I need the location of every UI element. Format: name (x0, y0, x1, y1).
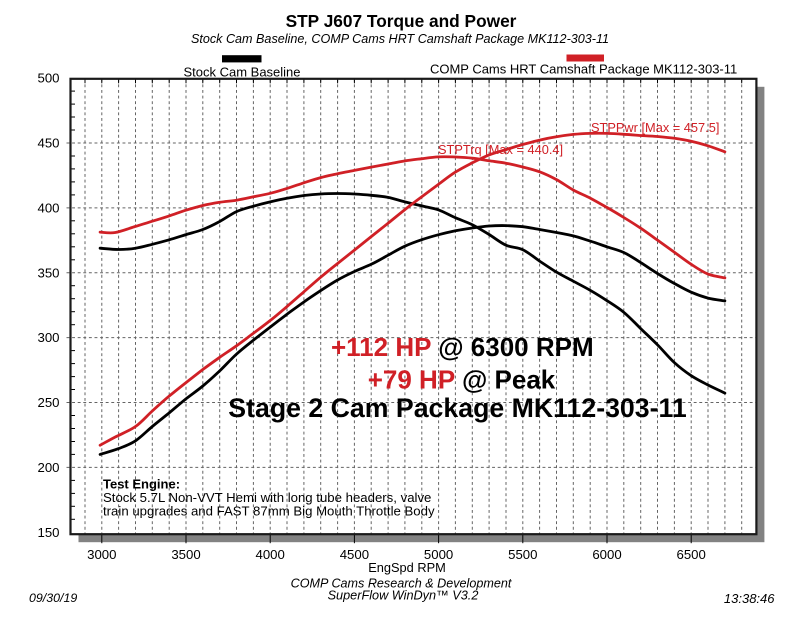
svg-text:COMP Cams Research & Developme: COMP Cams Research & Development (291, 577, 512, 591)
svg-text:5000: 5000 (424, 547, 453, 562)
svg-text:SuperFlow WinDyn™ V3.2: SuperFlow WinDyn™ V3.2 (328, 589, 479, 603)
svg-text:3500: 3500 (171, 547, 200, 562)
svg-text:4000: 4000 (256, 547, 285, 562)
svg-text:Stage 2 Cam Package MK112-303-: Stage 2 Cam Package MK112-303-11 (228, 393, 687, 423)
svg-text:150: 150 (37, 525, 59, 540)
svg-text:+112 HP @ 6300 RPM: +112 HP @ 6300 RPM (331, 332, 594, 362)
svg-text:6500: 6500 (677, 547, 706, 562)
svg-text:13:38:46: 13:38:46 (724, 591, 775, 606)
svg-text:STPTrq [Max = 440.4]: STPTrq [Max = 440.4] (438, 142, 563, 157)
svg-text:Stock Cam Baseline: Stock Cam Baseline (183, 65, 300, 80)
svg-text:400: 400 (37, 201, 59, 216)
svg-text:5500: 5500 (508, 547, 537, 562)
svg-text:200: 200 (37, 460, 59, 475)
svg-text:250: 250 (37, 395, 59, 410)
svg-text:6000: 6000 (592, 547, 621, 562)
svg-text:500: 500 (37, 71, 59, 86)
svg-text:09/30/19: 09/30/19 (29, 591, 77, 605)
svg-text:450: 450 (37, 136, 59, 151)
svg-text:Stock Cam Baseline, COMP Cams: Stock Cam Baseline, COMP Cams HRT Camsha… (191, 32, 609, 46)
svg-text:STPPwr [Max = 457.5]: STPPwr [Max = 457.5] (591, 120, 719, 135)
svg-text:350: 350 (37, 265, 59, 280)
svg-text:4500: 4500 (340, 547, 369, 562)
svg-text:300: 300 (37, 330, 59, 345)
svg-text:STP J607 Torque and Power: STP J607 Torque and Power (286, 11, 517, 31)
svg-text:3000: 3000 (87, 547, 116, 562)
svg-text:train upgrades and FAST 87mm B: train upgrades and FAST 87mm Big Mouth T… (103, 503, 435, 518)
svg-text:Test Engine:: Test Engine: (103, 476, 180, 491)
svg-text:+79 HP @ Peak: +79 HP @ Peak (368, 364, 556, 394)
svg-text:EngSpd RPM: EngSpd RPM (368, 560, 446, 575)
svg-text:Stock 5.7L Non-VVT Hemi with l: Stock 5.7L Non-VVT Hemi with long tube h… (103, 490, 431, 505)
svg-text:COMP Cams HRT Camshaft Package: COMP Cams HRT Camshaft Package MK112-303… (430, 62, 737, 77)
